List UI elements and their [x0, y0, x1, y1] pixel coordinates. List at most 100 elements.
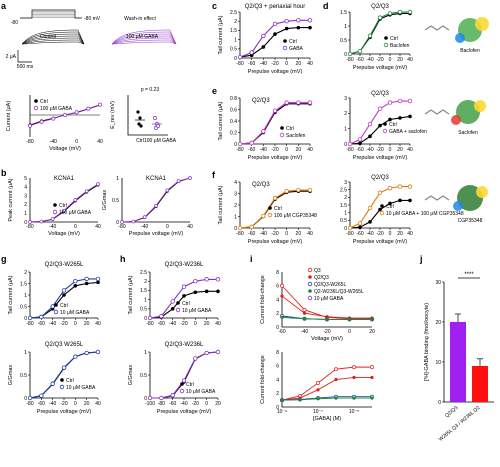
data-point — [377, 106, 383, 111]
x-tick-label: -40 — [50, 139, 57, 145]
x-tick-label: -80 — [26, 321, 33, 327]
x-tick-label: -60 — [278, 329, 285, 335]
current-trace — [111, 35, 177, 45]
plot-title: KCNA1 — [146, 176, 167, 182]
data-point — [272, 195, 278, 201]
panel-letter: c — [212, 1, 217, 11]
legend-label: Ctrl — [389, 122, 397, 128]
data-point — [62, 208, 66, 213]
data-point — [188, 176, 192, 180]
legend-label: Ctrl — [386, 204, 394, 210]
x-tick-label: 0 — [74, 321, 77, 327]
y-tick-label: 6 — [276, 364, 279, 370]
current-trace — [21, 29, 85, 45]
data-point — [296, 25, 301, 30]
axis — [121, 178, 190, 223]
x-tick-label: 40 — [307, 61, 313, 67]
data-point — [307, 18, 313, 23]
current-trace — [111, 37, 177, 45]
legend-marker — [307, 295, 313, 301]
x-tick-label: 20 — [296, 147, 302, 153]
y-tick-label: 1.5 — [20, 281, 27, 287]
y-tick-label: 1 — [24, 293, 27, 299]
x-tick-label: -40 — [366, 57, 373, 63]
voltage-label: -80 mV — [84, 16, 101, 22]
legend-marker — [308, 289, 312, 293]
legend-marker — [307, 281, 313, 287]
x-tick-label: 10⁻⁷ — [313, 409, 323, 415]
molecule-name: Saclofen — [458, 130, 478, 136]
data-point — [358, 225, 362, 230]
data-point — [39, 119, 44, 124]
data-point — [138, 116, 142, 120]
data-point — [170, 307, 175, 311]
data-point — [136, 110, 140, 114]
x-tick-label: 40 — [95, 224, 101, 230]
x-axis-label: Prepulse voltage (mV) — [353, 239, 408, 245]
x-axis-label: Prepulse voltage (mV) — [353, 155, 408, 161]
data-point — [316, 397, 320, 401]
y-axis-label: E_rev (mV) — [110, 101, 116, 129]
x-tick-label: 20 — [296, 231, 302, 237]
data-point — [193, 290, 198, 295]
x-tick-label: -80 — [146, 321, 153, 327]
y-tick-label: 2 — [344, 111, 347, 117]
legend-label: Ctrl — [59, 203, 67, 209]
y-tick-label: 20 — [435, 320, 441, 326]
data-point — [367, 33, 373, 38]
data-point — [370, 375, 374, 380]
x-tick-label: -20 — [60, 321, 67, 327]
y-tick-label: 0 — [144, 396, 147, 402]
legend-marker — [282, 45, 288, 51]
x-tick-label: 10⁻⁵ — [349, 409, 359, 415]
x-tick-label: 40 — [97, 139, 103, 145]
axis — [349, 182, 410, 229]
category-label: Q2/Q3 — [444, 405, 459, 419]
y-tick-label: 10 — [435, 360, 441, 366]
current-trace — [21, 37, 85, 45]
x-tick-label: 40 — [407, 231, 413, 237]
plot-h-top: 0 0.5 1 1.5 2 2.5 -80 -60 -40 -20 0 20 40 Q2/Q3-W236L… — [128, 262, 221, 327]
x-tick-label: 40 — [187, 224, 193, 230]
x-tick-label: -60 — [248, 147, 255, 153]
data-point — [176, 179, 181, 183]
x-tick-label: 0 — [285, 231, 288, 237]
legend-label: Ctrl — [274, 206, 282, 212]
legend-marker — [307, 267, 313, 273]
current-trace — [21, 35, 85, 45]
x-tick-label: -60 — [248, 231, 255, 237]
x-tick-label: 0 — [74, 224, 77, 230]
data-point — [284, 188, 289, 194]
data-point — [95, 276, 101, 282]
y-tick-label: 8 — [276, 350, 279, 356]
data-point — [73, 284, 78, 288]
data-point — [387, 11, 393, 16]
x-tick-label: 20 — [84, 401, 90, 407]
y-tick-label: 6 — [276, 284, 279, 290]
data-point — [308, 25, 312, 30]
data-point — [182, 294, 186, 298]
y-tick-label: 3 — [344, 180, 347, 186]
data-point — [302, 307, 307, 312]
y-tick-label: 5 — [24, 176, 27, 182]
data-point — [284, 19, 289, 24]
x-tick-label: 0 — [348, 329, 351, 335]
data-point — [272, 21, 278, 27]
data-point — [170, 299, 175, 304]
legend-marker — [53, 203, 57, 207]
molecule-surface — [475, 17, 489, 31]
y-axis-label: G/Gmax — [102, 190, 108, 211]
y-tick-label: 0 — [24, 396, 27, 402]
y-tick-label: 4 — [234, 180, 237, 186]
data-point — [249, 224, 254, 230]
y-tick-label: 2.5 — [140, 270, 147, 276]
current-trace — [21, 39, 85, 45]
series-line — [281, 397, 372, 401]
x-tick-label: -60 — [356, 147, 363, 153]
x-axis-label: Prepulse voltage (mV) — [353, 65, 408, 71]
data-point — [407, 184, 413, 189]
current-trace — [21, 33, 85, 45]
x-tick-label: -80 — [236, 231, 243, 237]
y-tick-label: 3 — [24, 193, 27, 199]
y-tick-label: 3 — [234, 191, 237, 197]
